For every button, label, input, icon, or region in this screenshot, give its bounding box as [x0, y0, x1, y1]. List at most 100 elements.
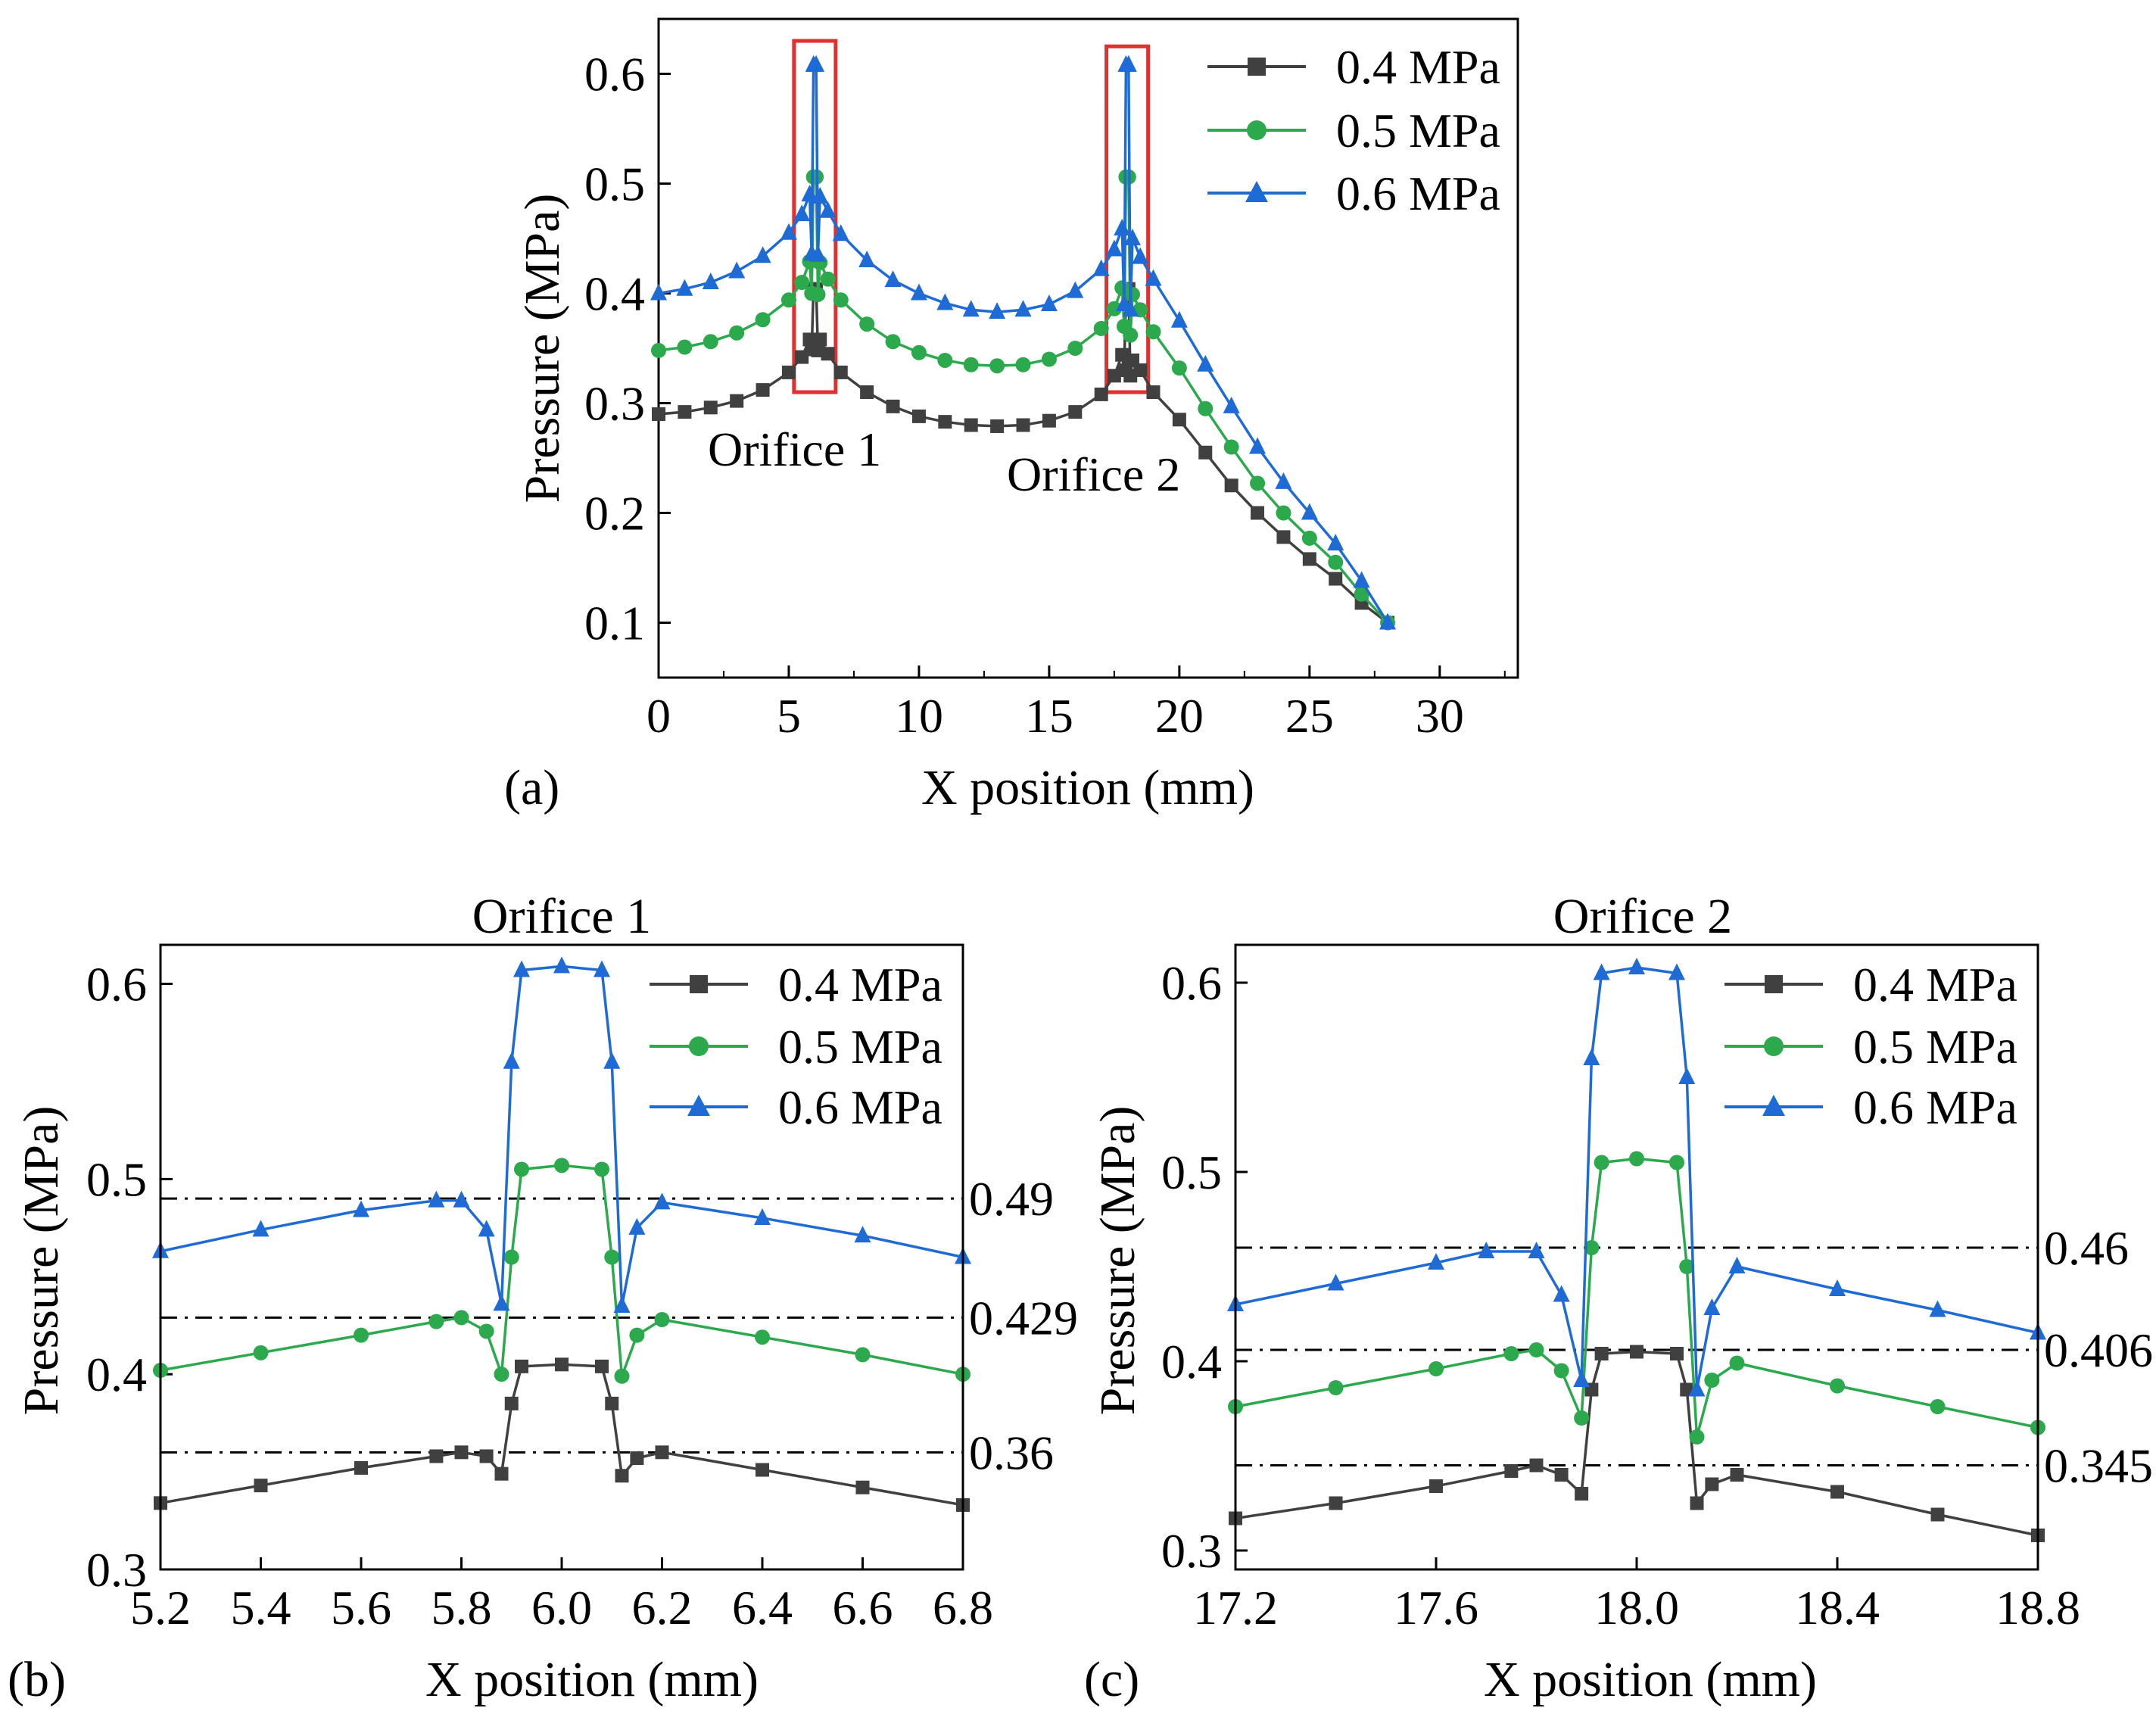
panel-b-series-1-point-1	[253, 1345, 269, 1360]
panel-c-ytick-label: 0.3	[1161, 1524, 1222, 1578]
panel-a-series-1-point-2	[703, 334, 718, 350]
panel-a-series-2-point-0	[650, 283, 667, 301]
panel-a-series-0-point-35	[1198, 445, 1213, 460]
panel-a-ytick-label: 0.3	[584, 377, 645, 431]
panel-c-legend: 0.4 MPa 0.5 MPa 0.6 MPa	[1724, 958, 2017, 1134]
panel-a-series-2-point-25	[1105, 239, 1123, 257]
panel-b-series-2-point-12	[613, 1295, 631, 1313]
panel-b-y-axis-label: Pressure (MPa)	[14, 1106, 69, 1416]
panel-b-series-2-point-8	[513, 960, 530, 977]
panel-b-xtick-label: 6.4	[732, 1581, 793, 1635]
panel-a-series-2-point-29	[1120, 55, 1137, 72]
panel-a-series-1-point-35	[1198, 400, 1214, 416]
panel-b-series-layer	[152, 956, 971, 1512]
panel-a-series-1-point-5	[780, 292, 796, 308]
svg-text:0.5 MPa: 0.5 MPa	[1853, 1020, 2017, 1074]
panel-c-series-0-point-13	[1705, 1477, 1719, 1491]
panel-a-series-0-point-37	[1251, 506, 1265, 520]
panel-c-series-0-point-6	[1575, 1487, 1589, 1501]
panel-a-series-1-point-38	[1276, 505, 1291, 521]
panel-c-reference-label-2: 0.345	[2044, 1439, 2153, 1493]
panel-a-series-2-point-26	[1114, 218, 1131, 235]
panel-a-series-2-point-16	[884, 270, 902, 288]
panel-a-series-2-point-1	[676, 279, 693, 296]
panel-a-series-2-point-21	[1014, 300, 1032, 317]
panel-a-xtick-label: 25	[1285, 689, 1334, 743]
panel-a-series-0-point-3	[730, 394, 744, 408]
panel-a-series-0-point-16	[886, 399, 900, 413]
panel-c-series-0-point-1	[1329, 1496, 1343, 1510]
panel-c-xtick-label: 18.4	[1795, 1581, 1880, 1635]
panel-a-series-2-point-2	[702, 273, 719, 289]
panel-a-legend-item-1: 0.5 MPa	[1207, 104, 1500, 157]
panel-b-series-1-point-8	[514, 1161, 529, 1177]
panel-b-series-1-point-10	[594, 1161, 609, 1177]
panel-b-ytick-label: 0.3	[86, 1543, 147, 1597]
panel-c-series-0-point-4	[1529, 1458, 1544, 1473]
panel-c-series-1-point-7	[1584, 1240, 1600, 1255]
panel-b-legend-item-1: 0.5 MPa	[650, 1020, 942, 1074]
panel-a-axis-ticks: 0 5 10 15 20 25 30 0.1 0.2 0.3 0.4 0.5 0.6	[584, 48, 1506, 743]
panel-b-series-2-point-3	[428, 1190, 445, 1208]
panel-b: Orifice 1 5.2 5.4 5.6 5.8 6.0 6.2 6.4 6.6 6.8 0.3…	[8, 889, 1078, 1707]
panel-a-legend: 0.4 MPa 0.5 MPa 0.6 MPa	[1207, 40, 1500, 220]
panel-c-series-2-point-16	[1929, 1300, 1946, 1317]
panel-c-series-1-point-9	[1629, 1151, 1644, 1167]
panel-a-series-1-point-14	[833, 292, 849, 308]
panel-c-series-0-point-5	[1554, 1468, 1569, 1482]
panel-c-reference-label-0: 0.46	[2044, 1221, 2129, 1275]
panel-b-series-0-point-2	[354, 1460, 368, 1475]
panel-a-series-2-point-5	[780, 223, 797, 240]
panel-b-series-0-point-14	[655, 1445, 669, 1460]
panel-c-series-0-point-16	[1930, 1507, 1945, 1522]
panel-c-legend-item-1: 0.5 MPa	[1724, 1020, 2017, 1074]
panel-c-series-2-point-14	[1728, 1257, 1746, 1273]
panel-a-series-1-point-41	[1354, 586, 1369, 602]
panel-c-series-0-point-14	[1730, 1468, 1744, 1482]
panel-b-series-2-point-10	[594, 960, 610, 977]
panel-b-series-2-point-15	[754, 1208, 771, 1225]
panel-b-series-0-point-1	[254, 1479, 268, 1493]
panel-a-series-0-point-33	[1146, 385, 1161, 399]
panel-c-series-1-point-4	[1528, 1342, 1544, 1357]
panel-b-series-1-point-6	[494, 1367, 509, 1382]
panel-b-series-0-point-3	[429, 1449, 444, 1463]
panel-c-series-1-point-11	[1679, 1259, 1695, 1274]
panel-c-series-line-0	[1235, 1350, 2039, 1537]
svg-text:0.6 MPa: 0.6 MPa	[1336, 167, 1500, 220]
panel-a-series-2-point-19	[962, 300, 980, 317]
panel-a-series-1-point-16	[885, 334, 901, 350]
panel-b-series-0-point-5	[479, 1449, 494, 1463]
panel-c-ytick-label: 0.5	[1161, 1145, 1222, 1199]
panel-c-series-1-point-3	[1503, 1346, 1519, 1361]
panel-b-ytick-label: 0.6	[86, 958, 147, 1011]
panel-a-series-0-point-40	[1329, 572, 1343, 586]
panel-a-ytick-label: 0.1	[584, 597, 645, 650]
panel-b-series-line-2	[160, 965, 964, 1307]
panel-c-series-1-point-10	[1669, 1155, 1684, 1170]
panel-a-series-0-point-19	[964, 418, 978, 432]
panel-a-series-2-point-17	[910, 283, 927, 301]
orifice-2-box	[1104, 44, 1151, 394]
panel-a-series-2-point-33	[1145, 269, 1162, 286]
panel-b-legend-item-2: 0.6 MPa	[650, 1080, 942, 1134]
panel-b-series-1-point-4	[453, 1310, 469, 1326]
panel-b-xtick-label: 5.6	[331, 1581, 391, 1635]
panel-c-legend-item-0: 0.4 MPa	[1724, 958, 2017, 1011]
panel-a-series-2-point-39	[1301, 503, 1318, 520]
panel-c-series-1-point-1	[1328, 1380, 1344, 1395]
panel-b-series-2-point-14	[653, 1192, 671, 1210]
panel-a-ytick-label: 0.6	[584, 48, 645, 101]
panel-a-series-0-point-24	[1094, 387, 1108, 401]
panel-b-series-1-point-15	[755, 1329, 770, 1345]
panel-a-series-0-point-2	[703, 400, 718, 415]
panel-a-series-1-point-3	[729, 325, 745, 341]
svg-text:0.4 MPa: 0.4 MPa	[1853, 958, 2017, 1011]
panel-b-series-0-point-8	[515, 1359, 528, 1373]
panel-a-series-2-point-41	[1353, 571, 1370, 588]
panel-a-xtick-label: 5	[777, 689, 801, 743]
panel-b-reference-label-1: 0.429	[969, 1291, 1078, 1345]
panel-a-series-2-point-35	[1197, 354, 1214, 372]
panel-b-xtick-label: 5.8	[432, 1581, 492, 1635]
panel-a-series-2-point-20	[989, 302, 1006, 319]
